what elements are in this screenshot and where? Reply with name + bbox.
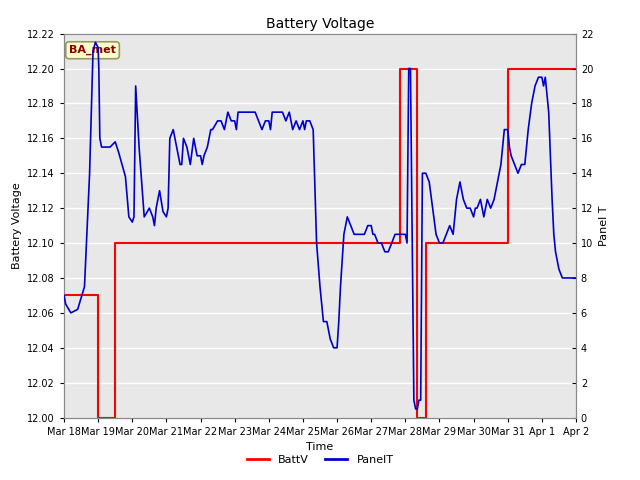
Y-axis label: Battery Voltage: Battery Voltage (12, 182, 22, 269)
Legend: BattV, PanelT: BattV, PanelT (242, 451, 398, 469)
Y-axis label: Panel T: Panel T (599, 205, 609, 246)
Text: BA_met: BA_met (69, 45, 116, 55)
X-axis label: Time: Time (307, 442, 333, 452)
Title: Battery Voltage: Battery Voltage (266, 17, 374, 31)
